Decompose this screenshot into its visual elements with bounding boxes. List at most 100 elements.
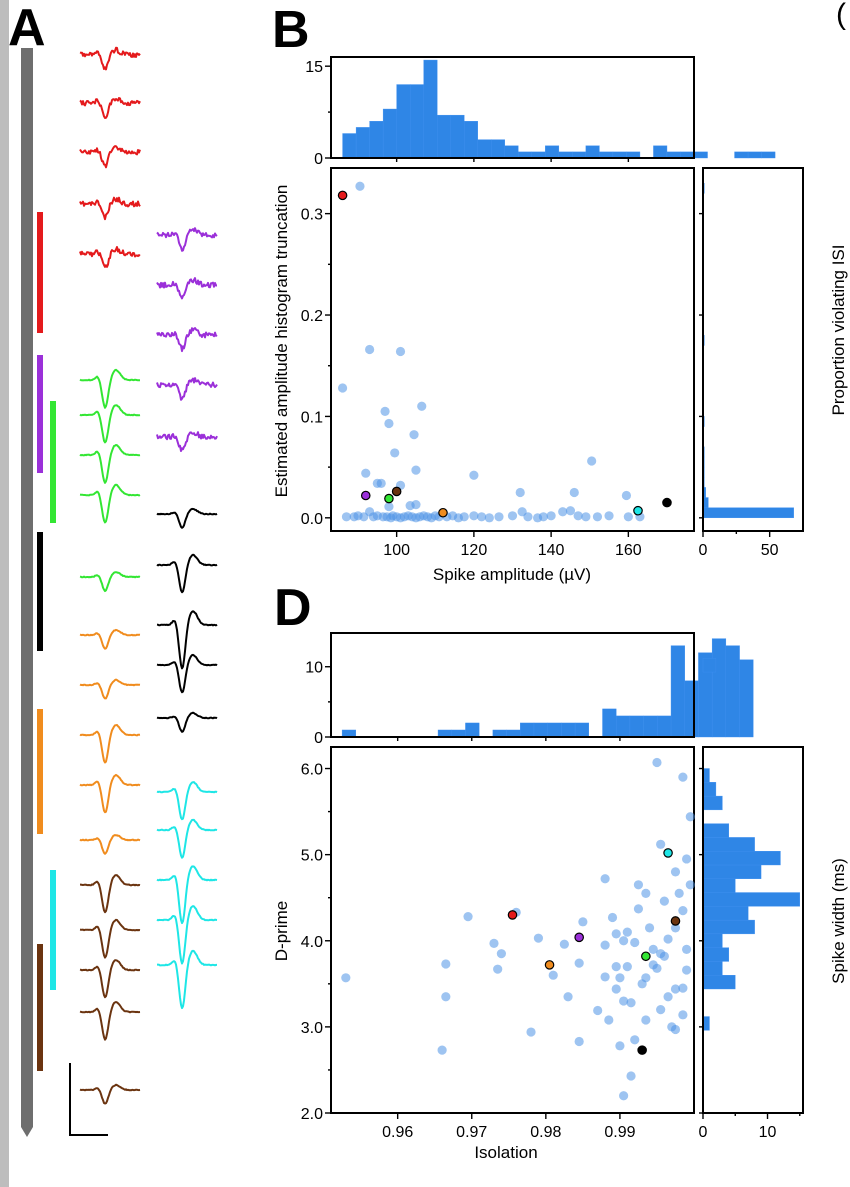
b-main-data-point — [365, 344, 375, 355]
d-top-bar — [657, 715, 672, 738]
b-top-bar — [450, 114, 465, 159]
d-right-bar — [702, 658, 717, 673]
d-main-data-point — [496, 949, 506, 959]
waveform-trace — [79, 1083, 141, 1105]
d-top-bar — [670, 645, 685, 738]
d-main-data-point — [630, 937, 640, 948]
d-main-data-point — [656, 839, 666, 849]
b-main-data-point — [459, 512, 469, 522]
b-main-data-point — [409, 430, 419, 440]
b-main-highlighted-unit-point — [662, 497, 672, 508]
b-main-data-point — [384, 502, 394, 512]
d-main-data-point — [611, 929, 621, 939]
b-top-bar — [355, 127, 370, 159]
d-main-data-point — [678, 1010, 688, 1020]
waveform-trace — [79, 483, 141, 524]
d-top-axes-frame — [330, 632, 695, 738]
b-main-y-tick-label: 0.3 — [301, 207, 323, 224]
b-top-bar — [585, 145, 600, 159]
d-main-data-point — [681, 854, 692, 864]
waveform-trace — [79, 46, 141, 71]
b-main-highlighted-unit-point — [360, 490, 371, 501]
d-main-data-point — [489, 938, 499, 948]
d-main-data-point — [663, 992, 673, 1002]
d-top-bar — [629, 715, 644, 738]
d-main-data-point — [463, 912, 473, 922]
b-main-data-point — [569, 487, 579, 498]
b-main-data-point — [604, 511, 614, 521]
waveform-trace — [79, 368, 140, 409]
waveform-trace — [79, 97, 141, 119]
b-main-highlighted-unit-point — [391, 486, 402, 497]
scale-bar — [69, 1063, 108, 1136]
d-top-bar — [561, 722, 576, 738]
d-top-bar — [643, 715, 658, 738]
waveform-trace — [79, 628, 141, 650]
d-top-bar — [451, 729, 466, 738]
d-main-data-point — [441, 992, 451, 1002]
d-main-data-point — [656, 1005, 666, 1015]
waveform-trace — [79, 724, 141, 764]
d-main-y-tick-label: 2.0 — [301, 1106, 323, 1123]
b-main-data-point — [581, 512, 591, 522]
d-main-data-point — [619, 996, 629, 1006]
b-main-data-point — [477, 512, 487, 522]
d-right-bar — [702, 919, 755, 935]
unit-location-bars — [37, 212, 56, 1071]
d-main-data-point — [341, 973, 351, 983]
b-main-data-point — [390, 448, 400, 458]
panel-label-b: B — [272, 1, 310, 59]
waveform-trace — [79, 959, 141, 999]
b-right-x-tick-label: 50 — [761, 542, 779, 559]
d-main-data-point — [648, 944, 658, 954]
waveform-trace — [79, 834, 141, 855]
d-right-bar — [702, 851, 781, 866]
b-main-data-point — [592, 512, 603, 522]
waveform-trace — [79, 246, 141, 268]
d-main-data-point — [670, 1024, 681, 1035]
d-top-bar — [506, 729, 521, 738]
b-main-highlighted-unit-point — [633, 505, 643, 516]
d-top-bar — [341, 729, 357, 738]
d-main-data-point — [652, 757, 662, 768]
b-top-y-tick-label: 15 — [305, 59, 323, 76]
b-top-bar — [734, 151, 749, 159]
d-main-data-point — [678, 906, 688, 916]
waveform-trace — [157, 949, 217, 1010]
b-right-x-tick-label: 0 — [699, 542, 708, 559]
d-main-x-tick-label: 0.98 — [530, 1124, 561, 1141]
b-main-highlighted-unit-point — [438, 507, 448, 518]
waveform-trace — [156, 781, 218, 821]
d-main-data-point — [622, 962, 632, 972]
waveform-trace — [79, 571, 141, 593]
b-main-data-point — [411, 500, 421, 510]
d-main-data-point — [600, 940, 610, 950]
b-main-x-tick-label: 100 — [383, 542, 410, 559]
d-main-y-tick-label: 3.0 — [301, 1020, 323, 1037]
waveform-trace — [156, 711, 218, 733]
b-main-data-point — [587, 456, 597, 466]
b-top-bar — [423, 59, 438, 159]
b-main-data-point — [469, 470, 479, 480]
d-main-data-point — [630, 1035, 640, 1045]
d-top-bar — [465, 722, 480, 738]
d-main-data-point — [607, 912, 618, 923]
b-top-bar — [693, 151, 708, 159]
b-y-axis-label: Estimated amplitude histogram truncation — [272, 185, 291, 498]
b-main-data-point — [411, 465, 421, 475]
d-main-data-point — [563, 992, 573, 1002]
d-top-bar — [602, 708, 617, 738]
b-top-bar — [409, 84, 424, 159]
b-main-y-tick-label: 0.0 — [301, 511, 323, 528]
d-main-data-point — [681, 965, 692, 975]
waveform-trace — [79, 918, 141, 959]
b-main-x-tick-label: 140 — [538, 542, 565, 559]
d-main-data-point — [648, 960, 658, 970]
truncation-vs-amplitude-scatter: 100 120 140 160 0.0 0.1 0.2 0.3 — [301, 167, 695, 559]
figure-margin-strip — [0, 0, 9, 1187]
d-main-data-point — [574, 958, 584, 968]
waveform-column-1 — [79, 46, 141, 1105]
b-main-data-point — [380, 406, 390, 416]
b-top-bar — [396, 84, 411, 159]
d-main-highlighted-unit-point — [663, 848, 673, 858]
